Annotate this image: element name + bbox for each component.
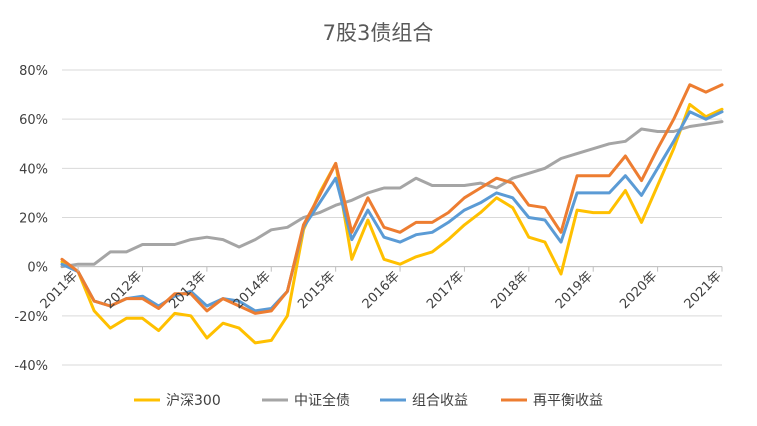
- legend-label: 沪深300: [166, 393, 221, 409]
- x-tick-label: 2015年: [295, 269, 338, 312]
- series-line-0: [60, 102, 724, 345]
- x-tick-label: 2014年: [231, 269, 274, 312]
- y-axis-ticks: 80% 60% 40% 20% 0% -20% -40%: [14, 64, 48, 374]
- gridlines: [62, 69, 722, 366]
- x-tick-label: 2012年: [102, 269, 145, 312]
- x-tick-label: 2017年: [424, 269, 467, 312]
- x-tick-label: 2016年: [360, 269, 403, 312]
- legend-label: 组合收益: [412, 393, 468, 409]
- legend: 沪深300 中证全债 组合收益 再平衡收益: [134, 392, 603, 409]
- legend-label: 中证全债: [294, 392, 350, 409]
- x-tick-label: 2019年: [553, 269, 596, 312]
- y-tick-label: 20%: [19, 212, 48, 227]
- legend-label: 再平衡收益: [533, 393, 603, 409]
- x-axis-ticks: 2011年 2012年 2013年 2014年 2015年 2016年 2017年 2018年…: [38, 266, 725, 312]
- y-tick-label: 60%: [19, 113, 48, 128]
- series-line-3: [60, 83, 724, 315]
- x-tick-label: 2021年: [682, 269, 725, 312]
- y-tick-label: 0%: [27, 261, 48, 276]
- series-lines: [60, 83, 724, 345]
- chart-title: 7股3债组合: [323, 21, 434, 45]
- y-tick-label: -20%: [14, 310, 48, 325]
- y-tick-label: 80%: [19, 64, 48, 79]
- series-line-1: [60, 120, 724, 269]
- y-tick-label: -40%: [14, 359, 48, 374]
- x-tick-label: 2020年: [617, 269, 660, 312]
- y-tick-label: 40%: [19, 162, 48, 177]
- x-tick-label: 2018年: [488, 269, 531, 312]
